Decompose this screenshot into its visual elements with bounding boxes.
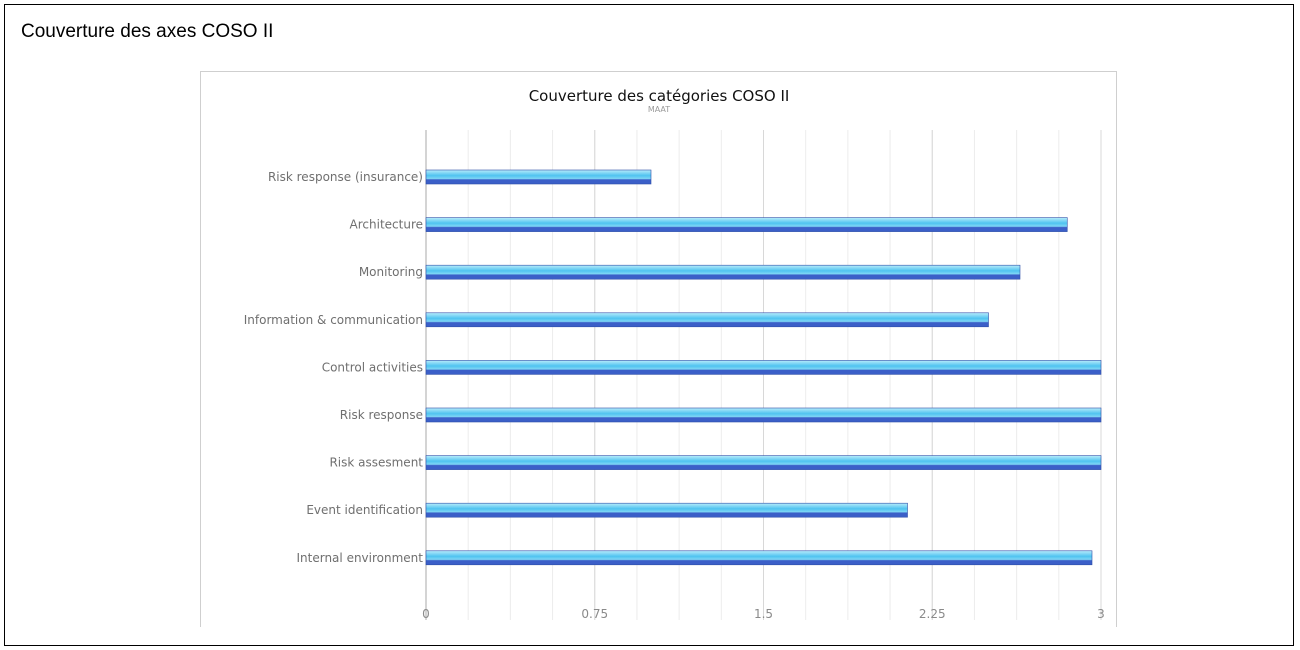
x-tick-label: 1.5 <box>754 607 773 621</box>
category-label: Risk response <box>340 408 423 422</box>
bar-8 <box>425 550 1093 566</box>
x-tick-label: 3 <box>1097 607 1105 621</box>
bar-5 <box>425 407 1102 423</box>
chart-title: Couverture des catégories COSO II <box>529 87 790 105</box>
category-label: Architecture <box>350 218 423 232</box>
bar-7 <box>425 502 908 518</box>
category-label: Monitoring <box>359 265 423 279</box>
bar-layer <box>425 169 1102 566</box>
category-label: Control activities <box>322 360 423 374</box>
bar-1 <box>425 217 1068 232</box>
chart-panel: Couverture des catégories COSO II MAAT R… <box>200 71 1117 627</box>
category-label: Information & communication <box>244 313 423 327</box>
category-labels: Risk response (insurance) Architecture Mon… <box>244 170 424 565</box>
bar-chart: Couverture des catégories COSO II MAAT R… <box>244 87 1105 621</box>
x-tick-label: 0.75 <box>581 607 608 621</box>
category-label: Risk response (insurance) <box>268 170 423 184</box>
bar-6 <box>425 455 1102 470</box>
category-label: Event identification <box>306 503 423 517</box>
bar-2 <box>425 264 1021 280</box>
chart-subtitle: MAAT <box>648 105 670 114</box>
category-label: Internal environment <box>297 551 424 565</box>
x-tick-labels: 0 0.75 1.5 2.25 3 <box>422 607 1105 621</box>
x-tick-label: 0 <box>422 607 430 621</box>
x-tick-label: 2.25 <box>919 607 946 621</box>
page-heading: Couverture des axes COSO II <box>21 21 274 42</box>
bar-3 <box>425 312 989 328</box>
category-label: Risk assesment <box>329 456 423 470</box>
bar-4 <box>425 360 1102 375</box>
bar-0 <box>425 169 652 185</box>
grid-layer <box>425 130 1102 620</box>
